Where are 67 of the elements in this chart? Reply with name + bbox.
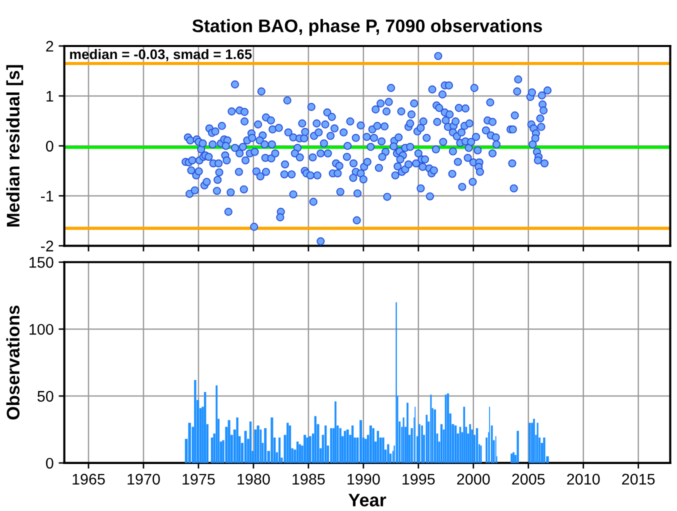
x-tick-label: 1965 [72,474,105,485]
annotation: median = -0.03, smad = 1.65 [70,48,252,62]
x-axis-title: Year [348,494,386,506]
bar [346,429,349,463]
y-tick-label: -2 [40,240,54,252]
bar [516,430,519,463]
bar [344,430,346,463]
bar [351,425,354,463]
x-tick-label: 1990 [348,474,380,485]
y-tick-label: 50 [38,390,54,402]
bar [360,420,362,463]
bar [188,422,191,463]
x-tick-label: 2005 [512,474,545,485]
x-tick-label: 2010 [567,474,600,485]
y-axis-title: Median residual [s] [6,65,24,226]
x-tick-label: 1975 [182,474,215,485]
bar [372,428,374,463]
bar [210,438,214,463]
bar [364,438,367,463]
x-tick-label: 2015 [622,474,655,485]
bar [543,438,546,463]
bar [254,429,257,463]
y-tick-label: -1 [40,190,54,202]
bar [454,425,457,463]
bar [204,392,206,463]
x-tick-label: 2000 [457,474,490,485]
bar [306,438,309,463]
bar [249,421,252,463]
x-tick-label: 1995 [402,474,435,485]
bar [236,417,238,463]
bar [528,422,531,463]
bar [296,442,299,463]
bar [446,393,450,463]
bar [387,444,390,463]
y-tick-label: 0 [46,140,54,152]
bar [314,416,316,463]
bar [369,425,372,463]
bar [270,417,274,463]
x-tick-label: 1980 [238,474,270,485]
bar [286,422,289,463]
y-tick-label: 1 [46,90,54,102]
bar [278,438,281,463]
x-tick-label: 1985 [292,474,325,485]
bar [339,428,342,463]
y-tick-label: 100 [30,324,54,335]
y-axis-title: Observations [6,306,20,420]
bar [376,430,380,463]
bar [194,380,196,463]
bar [264,428,267,463]
y-tick-label: 2 [46,40,54,52]
bar [228,420,230,463]
bar [330,428,332,463]
bar [440,424,443,463]
bar [288,425,292,463]
bar [308,436,312,463]
bar [244,430,247,463]
y-tick-label: 150 [30,257,54,268]
bar [382,438,384,463]
bar [324,425,327,463]
bar [434,409,436,463]
x-tick-label: 1970 [128,474,160,485]
chart-title: Station BAO, phase P, 7090 observations [192,19,542,36]
y-tick-label: 0 [46,458,54,469]
bar [298,444,301,463]
bar [256,425,260,463]
bar [476,428,478,463]
bar [304,434,306,463]
